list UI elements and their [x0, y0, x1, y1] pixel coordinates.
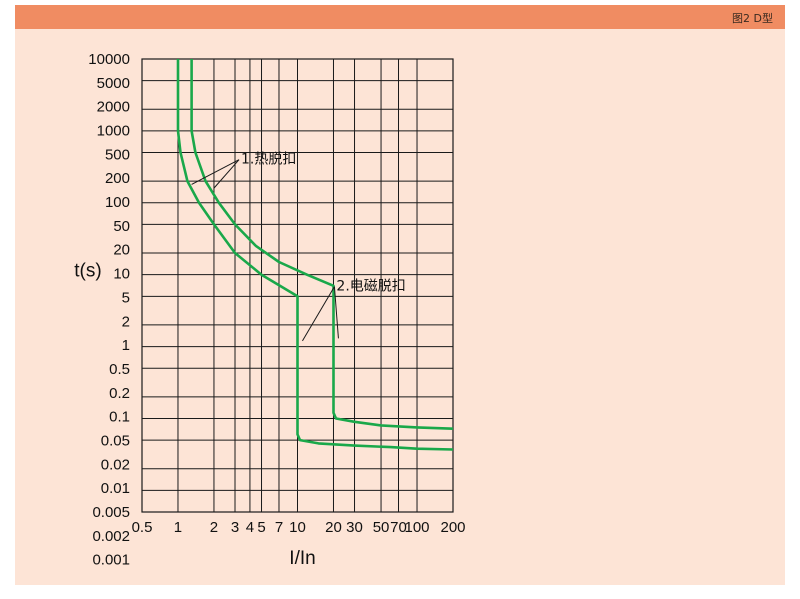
x-axis-label: I/In	[289, 548, 315, 569]
y-tick-label-19: 0.005	[92, 504, 130, 521]
y-tick-label-9: 10	[113, 266, 130, 283]
annotation-label-1: 2.电磁脱扣	[336, 279, 405, 295]
y-tick-label-8: 20	[113, 242, 130, 259]
y-tick-label-11: 2	[122, 313, 130, 330]
x-tick-label-10: 50	[373, 519, 390, 536]
x-tick-label-5: 5	[257, 519, 265, 536]
y-axis-label: t(s)	[74, 261, 101, 282]
y-tick-label-16: 0.05	[101, 432, 130, 449]
x-tick-label-6: 7	[275, 519, 283, 536]
y-tick-label-3: 1000	[97, 123, 130, 140]
x-tick-label-11: 70	[390, 519, 407, 536]
y-tick-label-5: 200	[105, 170, 130, 187]
y-tick-label-20: 0.002	[92, 528, 130, 545]
plot-frame	[141, 58, 454, 513]
y-tick-label-12: 1	[122, 337, 130, 354]
x-tick-label-1: 1	[174, 519, 182, 536]
figure-title: 图2 D型	[732, 12, 773, 25]
y-tick-label-0: 10000	[88, 51, 130, 68]
annotation-1-leader-1	[333, 286, 339, 339]
x-tick-label-4: 4	[246, 519, 254, 536]
x-tick-label-0: 0.5	[132, 519, 153, 536]
curve-lower	[176, 59, 454, 451]
x-tick-label-7: 10	[289, 519, 306, 536]
y-tick-label-1: 5000	[97, 75, 130, 92]
x-tick-label-3: 3	[231, 519, 239, 536]
annotation-label-0: 1.热脱扣	[241, 152, 296, 168]
y-tick-label-6: 100	[105, 194, 130, 211]
y-tick-label-18: 0.01	[101, 480, 130, 497]
y-tick-label-21: 0.001	[92, 552, 130, 569]
y-tick-label-2: 2000	[97, 99, 130, 116]
y-tick-label-15: 0.1	[109, 409, 130, 426]
x-tick-label-2: 2	[210, 519, 218, 536]
y-tick-label-4: 500	[105, 146, 130, 163]
x-tick-label-8: 20	[325, 519, 342, 536]
y-tick-label-13: 0.5	[109, 361, 130, 378]
annotation-1-leader-0	[302, 286, 335, 342]
x-tick-label-9: 30	[346, 519, 363, 536]
x-tick-label-13: 200	[440, 519, 465, 536]
annotation-0-leader-1	[213, 159, 240, 189]
y-tick-label-10: 5	[122, 289, 130, 306]
header-bar: 图2 D型	[15, 5, 785, 29]
curve-upper	[190, 59, 454, 430]
y-tick-label-17: 0.02	[101, 456, 130, 473]
chart-panel	[15, 5, 785, 585]
annotation-0-leader-0	[191, 159, 240, 185]
y-tick-label-7: 50	[113, 218, 130, 235]
x-tick-label-12: 100	[405, 519, 430, 536]
y-tick-label-14: 0.2	[109, 385, 130, 402]
